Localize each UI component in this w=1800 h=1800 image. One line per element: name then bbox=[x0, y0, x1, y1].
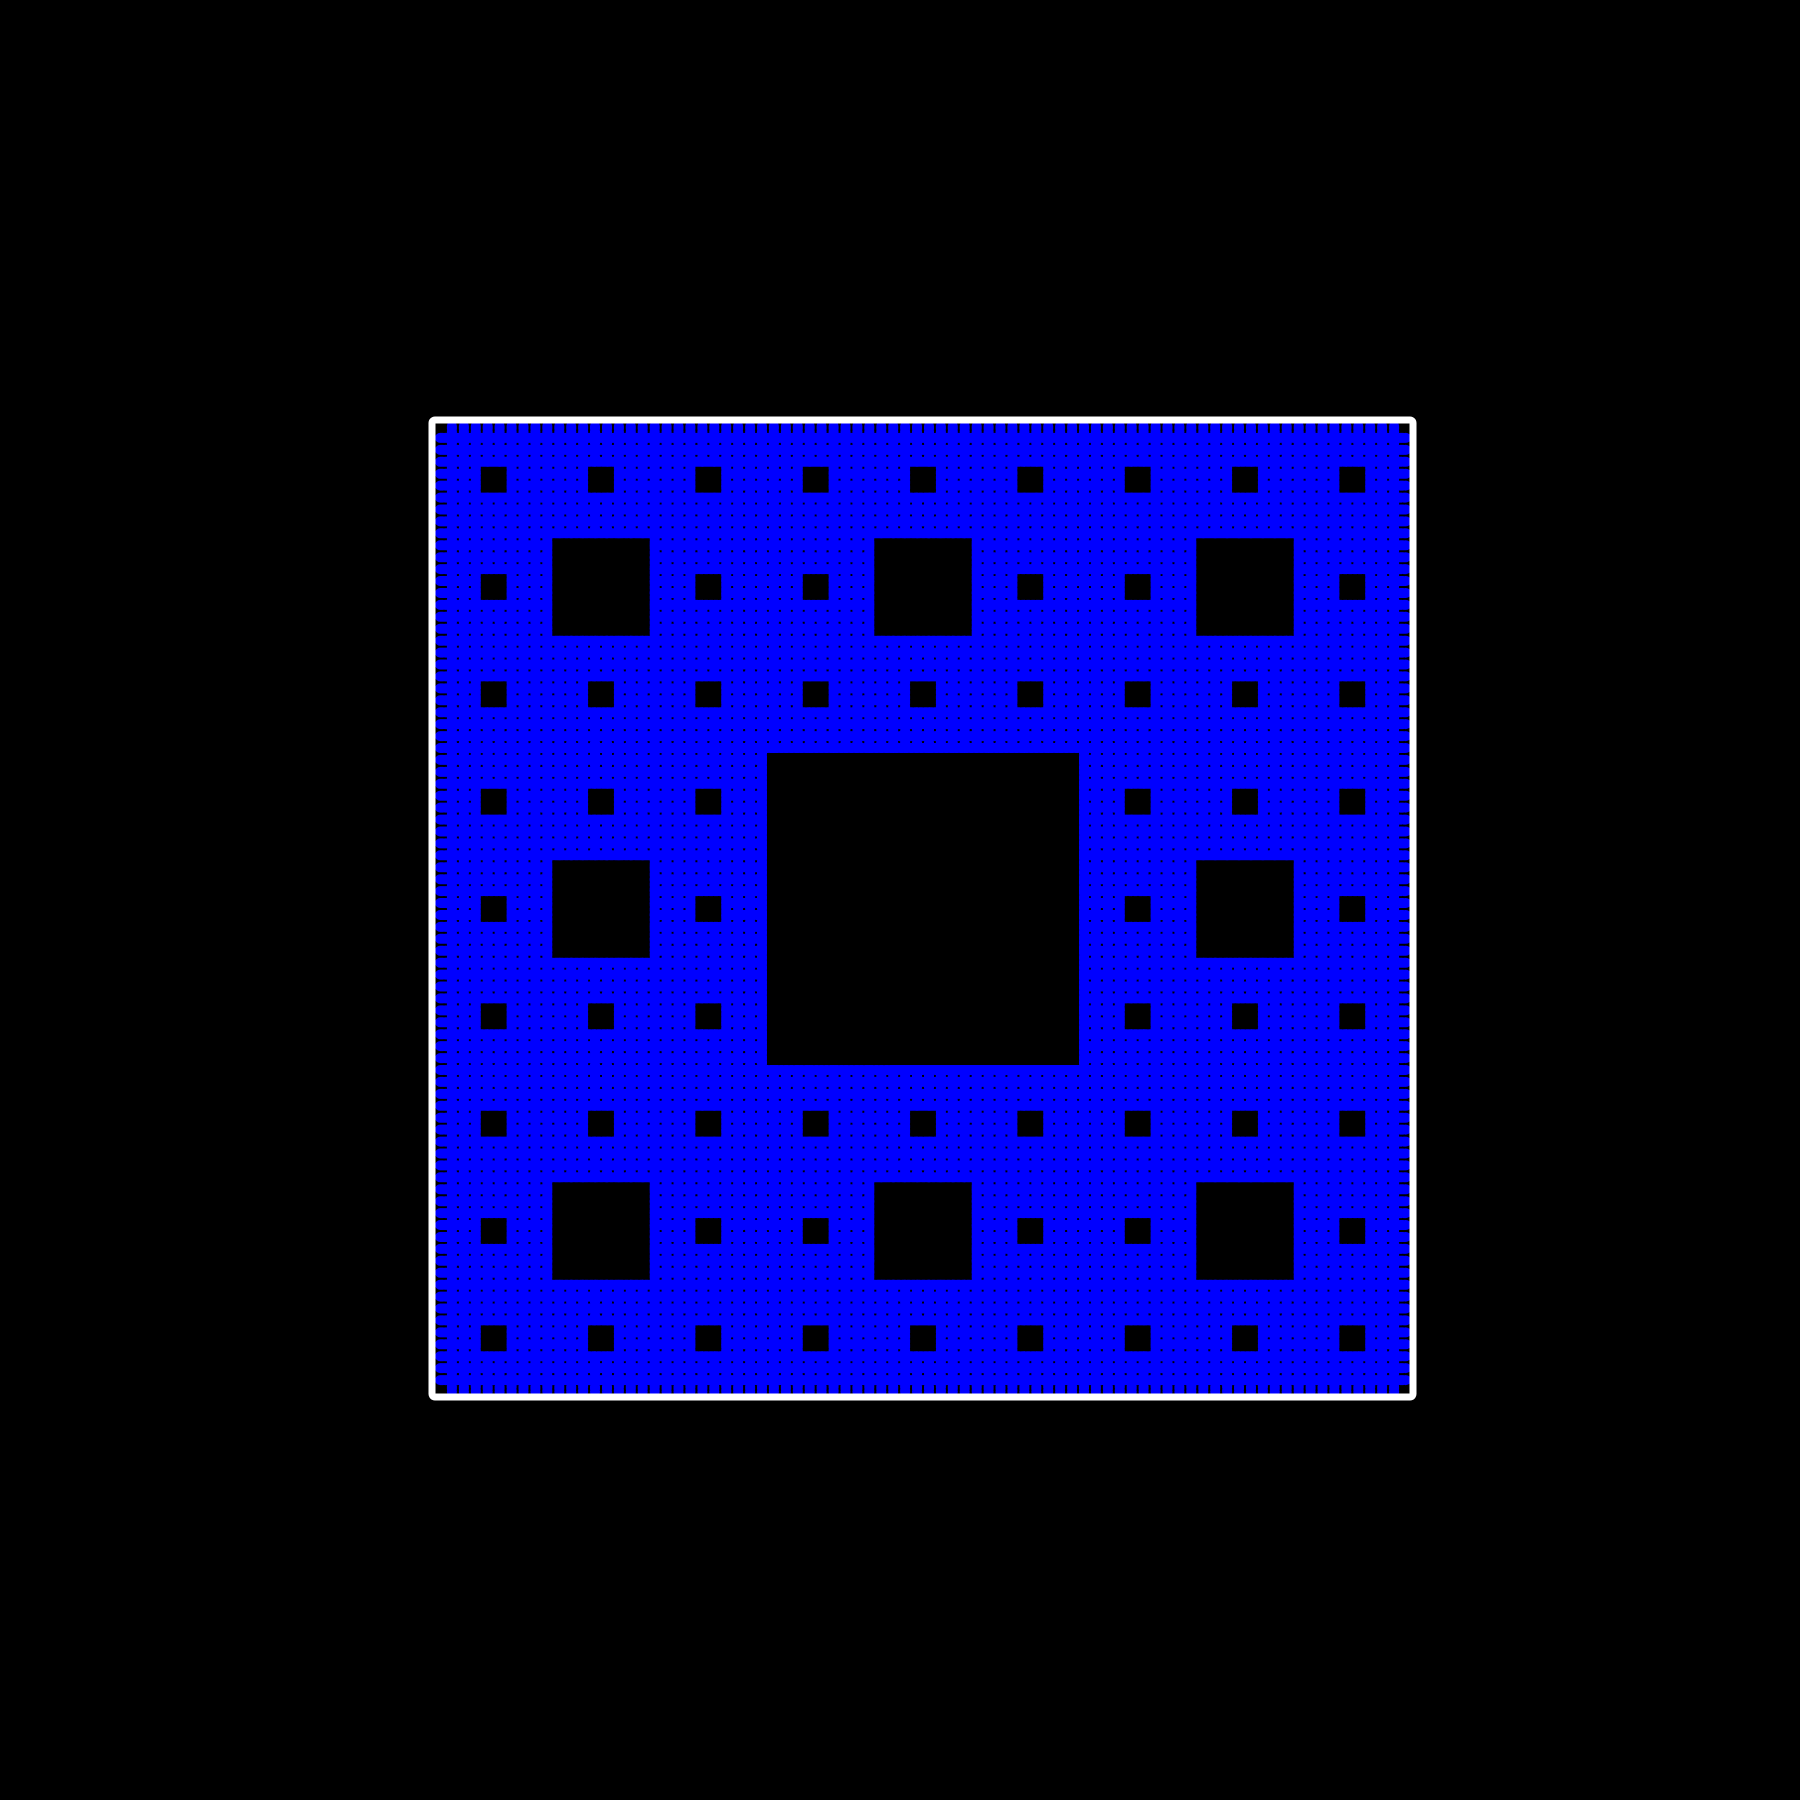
fractal-pattern bbox=[435, 421, 1411, 1397]
plot-frame bbox=[428, 416, 1417, 1401]
